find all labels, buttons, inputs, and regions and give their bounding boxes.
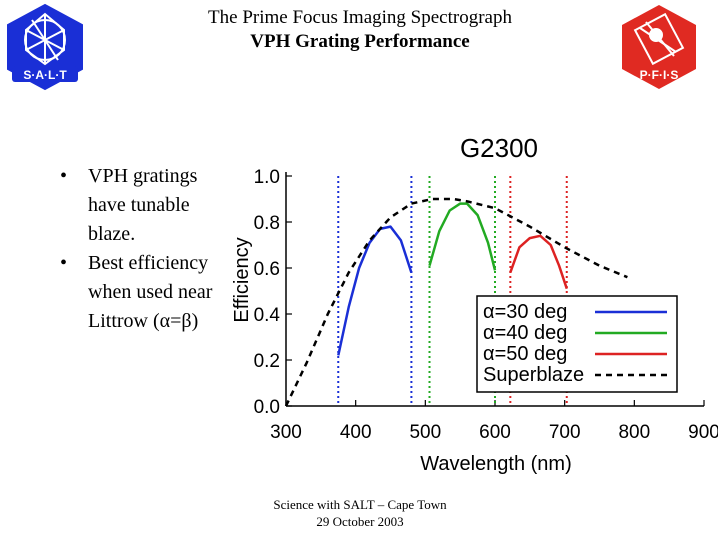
legend-label: Superblaze: [483, 364, 584, 386]
bullet-text: VPH gratings have tunable blaze.: [88, 165, 198, 245]
bullet-symbol: •: [60, 252, 68, 274]
bullet-item: • VPH gratings have tunable blaze.: [58, 162, 228, 249]
slide-title: The Prime Focus Imaging Spectrograph: [208, 7, 512, 28]
pfis-logo-icon: P·F·I·S: [622, 5, 696, 89]
salt-logo-icon: S·A·L·T: [7, 3, 83, 91]
slide-header: The Prime Focus Imaging Spectrograph VPH…: [110, 6, 610, 54]
footer-line2: 29 October 2003: [316, 514, 404, 529]
bullet-symbol: •: [60, 165, 68, 187]
salt-logo-text: S·A·L·T: [23, 68, 67, 82]
x-tick-label: 600: [479, 422, 511, 443]
bullet-list: • VPH gratings have tunable blaze. • Bes…: [58, 162, 228, 336]
x-axis-label: Wavelength (nm): [420, 453, 572, 475]
legend-label: α=40 deg: [483, 322, 567, 344]
x-tick-label: 800: [618, 422, 650, 443]
x-tick-label: 400: [340, 422, 372, 443]
y-tick-label: 0.8: [254, 213, 280, 234]
legend-label: α=30 deg: [483, 301, 567, 323]
chart-title: G2300: [460, 133, 538, 163]
y-tick-label: 0.6: [254, 259, 280, 280]
y-tick-label: 0.4: [254, 305, 281, 326]
slide-footer: Science with SALT – Cape Town 29 October…: [230, 496, 490, 530]
bullet-item: • Best efficiency when used near Littrow…: [58, 249, 228, 336]
footer-line1: Science with SALT – Cape Town: [273, 497, 447, 512]
bullet-text: Best efficiency when used near Littrow (…: [88, 252, 213, 332]
series-line: [428, 202, 497, 271]
x-tick-label: 500: [409, 422, 441, 443]
pfis-logo-text: P·F·I·S: [640, 68, 679, 82]
series-line: [337, 225, 413, 356]
efficiency-chart: G2300 Efficiency Wavelength (nm) 0.0 0.2 0…: [231, 133, 718, 475]
x-tick-label: 700: [549, 422, 581, 443]
y-tick-label: 0.0: [254, 397, 280, 418]
y-tick-label: 0.2: [254, 351, 280, 372]
legend-label: α=50 deg: [483, 343, 567, 365]
slide-subtitle: VPH Grating Performance: [250, 31, 470, 52]
y-tick-label: 1.0: [254, 167, 280, 188]
x-tick-label: 900: [688, 422, 718, 443]
series-line: [509, 234, 568, 290]
x-tick-label: 300: [270, 422, 302, 443]
y-axis-label: Efficiency: [231, 237, 253, 322]
